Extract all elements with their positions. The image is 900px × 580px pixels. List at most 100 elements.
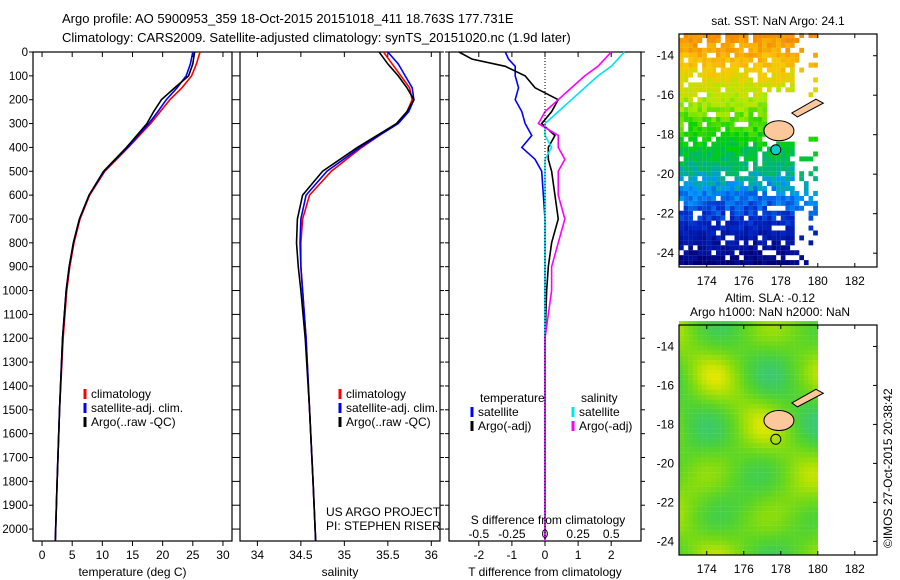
sla-cell (803, 438, 809, 444)
sla-cell (679, 447, 684, 453)
sla-cell (725, 418, 731, 424)
legend-label: climatology (91, 387, 151, 401)
sla-cell (692, 511, 698, 517)
sst-cell (729, 195, 735, 201)
sla-cell (813, 369, 818, 375)
sst-cell (753, 82, 758, 88)
sst-cell (679, 121, 684, 127)
sst-cell (688, 87, 693, 93)
sla-cell (706, 467, 712, 473)
sst-cell (771, 42, 777, 48)
sla-cell (706, 335, 712, 341)
sst-cell (780, 161, 786, 167)
sla-cell (702, 438, 707, 444)
sst-cell (813, 176, 818, 182)
sst-cell (734, 141, 740, 147)
sla-cell (697, 408, 703, 414)
sst-cell (720, 57, 726, 63)
sst-cell (762, 190, 767, 196)
sst-cell (803, 260, 809, 266)
sst-cell (729, 116, 735, 122)
sla-cell (766, 520, 772, 526)
sla-cell (808, 325, 814, 331)
sla-cell (799, 462, 805, 468)
sla-cell (725, 525, 731, 531)
sla-cell (720, 369, 726, 375)
sst-cell (748, 225, 754, 231)
sla-cell (679, 486, 684, 492)
sla-cell (688, 325, 694, 331)
sla-cell (692, 364, 698, 370)
sla-cell (725, 545, 731, 551)
sla-cell (790, 433, 795, 439)
sla-cell (729, 545, 735, 551)
sst-cell (706, 67, 712, 73)
sla-cell (688, 364, 694, 370)
sst-cell (716, 190, 721, 196)
sst-cell (679, 141, 684, 147)
sst-cell (729, 255, 735, 261)
sla-cell (716, 340, 721, 346)
x-tick-label: 180 (808, 274, 828, 288)
sla-cell (766, 350, 772, 356)
sst-cell (711, 240, 717, 246)
sst-cell (808, 62, 814, 68)
sla-cell (776, 511, 781, 517)
sla-cell (743, 408, 749, 414)
sla-cell (813, 457, 818, 463)
sst-cell (711, 126, 717, 132)
sst-cell (716, 215, 721, 221)
sla-cell (743, 413, 749, 419)
sst-cell (776, 42, 781, 48)
sst-cell (725, 42, 730, 48)
sla-cell (692, 477, 698, 483)
sla-cell (683, 384, 689, 390)
sla-cell (757, 340, 763, 346)
sla-cell (762, 364, 768, 370)
sst-cell (748, 146, 754, 152)
sla-cell (683, 486, 689, 492)
x-tick-label: 35.5 (376, 548, 400, 562)
sst-cell (743, 42, 749, 48)
sst-cell (766, 146, 772, 152)
sla-cell (757, 516, 763, 522)
sla-cell (688, 374, 694, 380)
sst-cell (771, 62, 777, 68)
sst-cell (762, 186, 767, 192)
sla-cell (813, 374, 818, 380)
sst-cell (711, 116, 717, 122)
sla-cell (757, 418, 763, 424)
sla-cell (683, 428, 689, 434)
sst-cell (683, 230, 689, 236)
sst-cell (739, 62, 744, 68)
sst-cell (702, 235, 707, 241)
sst-cell (790, 87, 795, 93)
sla-cell (720, 550, 726, 556)
sla-cell (734, 389, 740, 395)
sst-cell (702, 200, 707, 206)
sla-cell (702, 530, 707, 536)
sst-cell (776, 82, 781, 88)
sla-cell (813, 477, 818, 483)
sla-cell (702, 379, 707, 385)
sst-cell (753, 235, 758, 241)
sla-cell (762, 403, 768, 409)
sla-cell (762, 442, 768, 448)
sla-cell (753, 369, 758, 375)
sst-cell (702, 215, 707, 221)
sla-cell (725, 496, 731, 502)
sla-cell (762, 413, 768, 419)
sla-cell (720, 472, 726, 478)
sla-cell (706, 525, 712, 531)
sst-cell (697, 116, 703, 122)
sst-cell (716, 250, 721, 256)
sst-cell (683, 33, 689, 39)
sla-cell (813, 399, 818, 405)
sla-cell (716, 394, 721, 400)
sla-cell (771, 467, 777, 473)
sst-cell (757, 141, 763, 147)
sla-cell (716, 374, 721, 380)
sst-cell (790, 230, 795, 236)
sst-cell (771, 37, 777, 43)
sst-cell (785, 37, 791, 43)
